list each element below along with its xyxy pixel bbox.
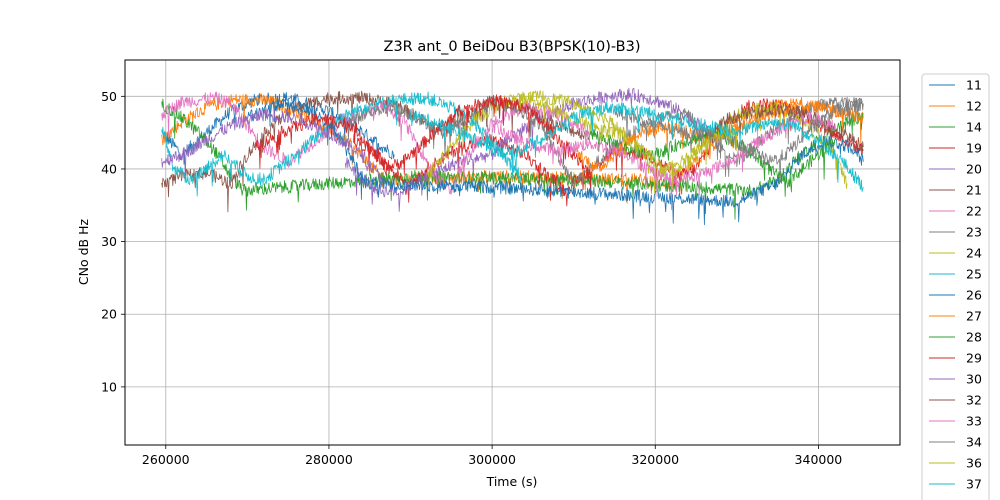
- series-line-24: [426, 90, 848, 194]
- legend-label: 33: [966, 414, 982, 429]
- series-line-26: [247, 98, 864, 226]
- x-axis: 260000 280000 300000 320000 340000: [142, 445, 842, 467]
- legend-label: 28: [966, 330, 982, 345]
- legend-label: 37: [966, 477, 982, 492]
- y-axis: 10 20 30 40 50: [101, 89, 125, 394]
- legend-frame: [921, 73, 990, 500]
- legend-label: 41: [966, 498, 982, 500]
- series-line-29: [255, 94, 591, 180]
- series-line-21: [161, 90, 591, 213]
- plot-frame: [124, 59, 901, 446]
- legend-label: 27: [966, 309, 982, 324]
- x-tick-label: 280000: [305, 452, 353, 467]
- series-line-32: [703, 104, 864, 152]
- legend-label: 21: [966, 183, 982, 198]
- x-tick-label: 340000: [795, 452, 843, 467]
- plot-series: [161, 87, 864, 226]
- legend-label: 22: [966, 204, 982, 219]
- legend-label: 29: [966, 351, 982, 366]
- legend-label: 12: [966, 99, 982, 114]
- legend-label: 23: [966, 225, 982, 240]
- y-tick-label: 50: [101, 89, 117, 104]
- legend-label: 32: [966, 393, 982, 408]
- series-line-34: [614, 98, 864, 183]
- y-axis-label: CNo dB Hz: [76, 218, 91, 285]
- x-tick-label: 300000: [468, 452, 516, 467]
- x-tick-label: 320000: [631, 452, 679, 467]
- legend-label: 30: [966, 372, 982, 387]
- series-line-14: [161, 98, 864, 220]
- y-tick-label: 10: [101, 379, 117, 394]
- legend-label: 11: [966, 78, 982, 93]
- y-tick-label: 40: [101, 161, 117, 176]
- x-tick-label: 260000: [142, 452, 190, 467]
- legend: 11 12 14 19 20 21 22 23 24 25 26 27 28 29 30 32 33 34 36 37…: [921, 73, 990, 500]
- series-line-30: [161, 108, 383, 185]
- y-tick-label: 20: [101, 307, 117, 322]
- legend-label: 14: [966, 120, 982, 135]
- legend-label: 34: [966, 435, 982, 450]
- series-line-37: [410, 101, 864, 192]
- legend-label: 24: [966, 246, 982, 261]
- chart-title: Z3R ant_0 BeiDou B3(BPSK(10)-B3): [384, 39, 641, 55]
- legend-label: 26: [966, 288, 982, 303]
- legend-label: 19: [966, 141, 982, 156]
- legend-label: 20: [966, 162, 982, 177]
- legend-label: 25: [966, 267, 982, 282]
- series-line-36: [516, 92, 738, 190]
- x-axis-label: Time (s): [486, 474, 538, 489]
- legend-label: 36: [966, 456, 982, 471]
- y-tick-label: 30: [101, 234, 117, 249]
